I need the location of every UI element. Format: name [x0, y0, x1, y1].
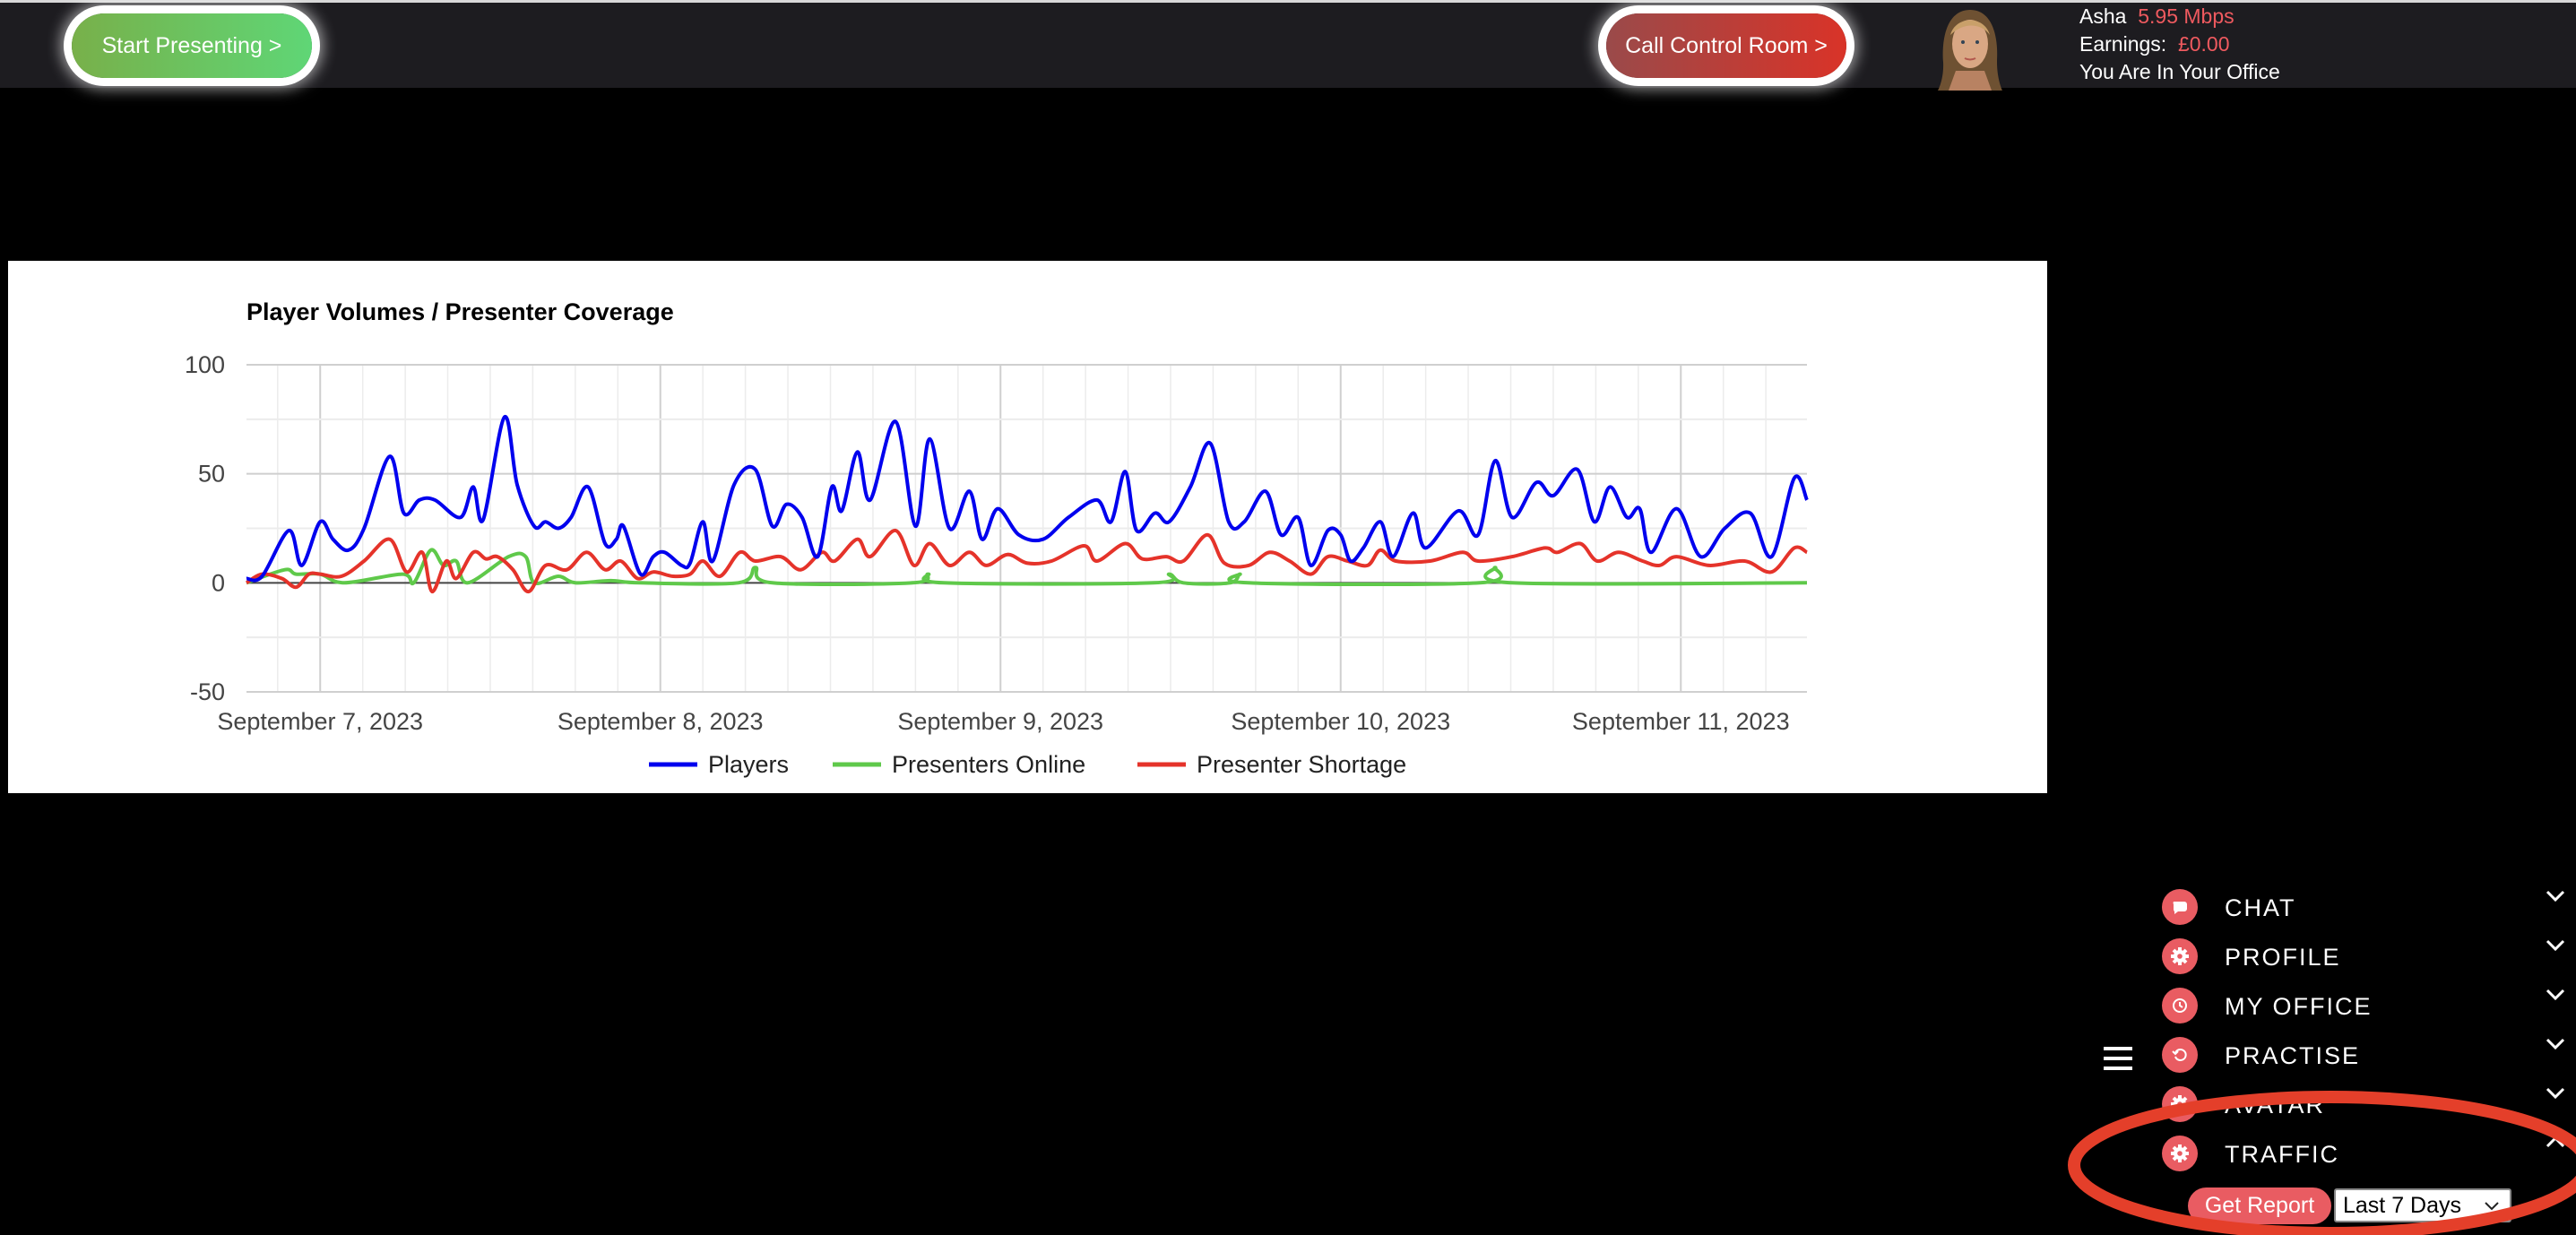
menu-item-label: AVATAR [2225, 1092, 2326, 1118]
series-line-presenter-shortage [245, 528, 1808, 594]
gear-icon [2162, 938, 2198, 974]
gear-icon [2162, 1136, 2198, 1171]
user-info: Asha 5.95 Mbps Earnings: £0.00 You Are I… [2079, 3, 2280, 86]
menu-item-avatar[interactable]: AVATAR [2162, 1084, 2323, 1124]
chevron-down-icon[interactable] [2546, 984, 2565, 1004]
start-presenting-button[interactable]: Start Presenting > [72, 13, 312, 78]
y-tick-label: 0 [212, 569, 225, 596]
get-report-button[interactable]: Get Report [2188, 1188, 2331, 1224]
menu-item-label: MY OFFICE [2225, 993, 2373, 1020]
menu-item-label: CHAT [2225, 894, 2296, 921]
menu-item-profile[interactable]: PROFILE [2162, 937, 2339, 976]
x-tick-label: September 10, 2023 [1231, 708, 1450, 735]
menu-item-my-office[interactable]: MY OFFICE [2162, 986, 2371, 1025]
chevron-down-icon[interactable] [2546, 1083, 2565, 1102]
menu-item-label: PROFILE [2225, 944, 2341, 971]
chevron-down-icon[interactable] [2546, 1033, 2565, 1053]
refresh-icon [2162, 1037, 2198, 1073]
gear-icon [2162, 1086, 2198, 1122]
series-line-presenters-online [246, 548, 1808, 587]
history-icon [2162, 988, 2198, 1023]
user-name: Asha [2079, 4, 2127, 28]
legend-label: Presenter Shortage [1197, 751, 1406, 778]
menu-item-practise[interactable]: PRACTISE [2162, 1035, 2358, 1075]
y-tick-label: 50 [198, 461, 225, 488]
y-tick-label: 100 [185, 351, 225, 378]
hamburger-menu-icon[interactable] [2104, 1047, 2132, 1070]
legend-label: Presenters Online [892, 751, 1085, 778]
top-bar: Start Presenting > Call Control Room > A… [0, 0, 2576, 91]
legend-item-presenter-shortage: Presenter Shortage [1137, 751, 1406, 778]
x-tick-label: September 11, 2023 [1572, 708, 1790, 735]
call-control-room-button[interactable]: Call Control Room > [1606, 13, 1846, 78]
chat-icon [2162, 889, 2198, 925]
bandwidth: 5.95 Mbps [2138, 4, 2235, 28]
menu-item-traffic[interactable]: TRAFFIC [2162, 1134, 2338, 1173]
chart-title: Player Volumes / Presenter Coverage [246, 298, 674, 325]
date-range-select[interactable]: Last 7 Days [2334, 1188, 2511, 1222]
x-tick-label: September 8, 2023 [558, 708, 764, 735]
chevron-up-icon[interactable] [2546, 1132, 2565, 1152]
menu-item-chat[interactable]: CHAT [2162, 887, 2295, 927]
series-line-players [246, 415, 1809, 583]
legend-item-presenters-online: Presenters Online [833, 751, 1085, 778]
menu-item-label: PRACTISE [2225, 1042, 2361, 1069]
chevron-down-icon [2485, 1202, 2499, 1211]
earnings-value: £0.00 [2177, 32, 2230, 56]
earnings-label: Earnings: [2079, 32, 2167, 56]
chart-card: Player Volumes / Presenter Coverage 100 5… [8, 261, 2047, 793]
date-range-selected: Last 7 Days [2343, 1192, 2462, 1218]
chevron-down-icon[interactable] [2546, 885, 2565, 905]
location-status: You Are In Your Office [2079, 60, 2280, 83]
y-tick-label: -50 [190, 678, 225, 705]
avatar [1929, 8, 2011, 91]
legend-label: Players [708, 751, 789, 778]
legend-item-players: Players [649, 751, 789, 778]
menu-item-label: TRAFFIC [2225, 1141, 2339, 1168]
x-tick-label: September 7, 2023 [217, 708, 423, 735]
line-chart: Player Volumes / Presenter Coverage 100 5… [185, 298, 1809, 778]
chevron-down-icon[interactable] [2546, 935, 2565, 954]
x-tick-label: September 9, 2023 [897, 708, 1103, 735]
